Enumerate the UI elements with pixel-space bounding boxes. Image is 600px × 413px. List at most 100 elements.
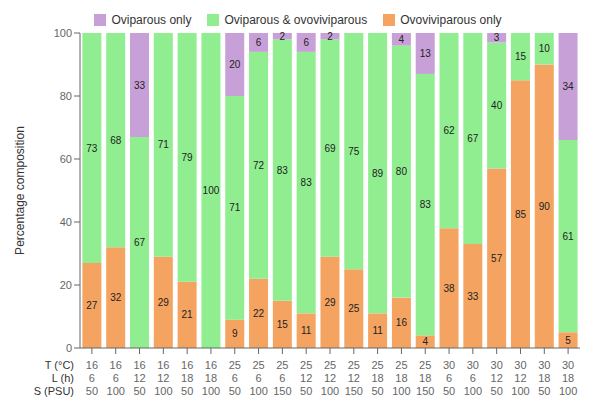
svg-text:83: 83: [277, 165, 289, 176]
svg-text:150: 150: [416, 385, 434, 397]
svg-text:9: 9: [232, 328, 238, 339]
svg-text:6: 6: [89, 372, 95, 384]
svg-text:33: 33: [134, 80, 146, 91]
svg-text:6: 6: [446, 372, 452, 384]
svg-text:12: 12: [133, 372, 145, 384]
svg-text:30: 30: [491, 359, 503, 371]
svg-text:60: 60: [60, 153, 72, 165]
svg-text:25: 25: [324, 359, 336, 371]
svg-text:6: 6: [279, 372, 285, 384]
svg-text:71: 71: [158, 139, 170, 150]
svg-text:50: 50: [443, 385, 455, 397]
svg-text:25: 25: [395, 359, 407, 371]
svg-text:0: 0: [66, 342, 72, 354]
svg-text:50: 50: [133, 385, 145, 397]
svg-text:90: 90: [539, 201, 551, 212]
svg-text:100: 100: [202, 385, 220, 397]
svg-text:100: 100: [249, 385, 267, 397]
svg-text:25: 25: [276, 359, 288, 371]
svg-text:T (°C): T (°C): [45, 359, 74, 371]
svg-text:18: 18: [181, 372, 193, 384]
svg-text:12: 12: [348, 372, 360, 384]
svg-text:50: 50: [181, 385, 193, 397]
svg-text:32: 32: [110, 292, 122, 303]
svg-text:67: 67: [134, 237, 146, 248]
svg-text:6: 6: [470, 372, 476, 384]
svg-text:25: 25: [419, 359, 431, 371]
svg-text:25: 25: [300, 359, 312, 371]
svg-text:2: 2: [280, 31, 286, 42]
svg-text:100: 100: [464, 385, 482, 397]
svg-text:12: 12: [491, 372, 503, 384]
svg-text:67: 67: [467, 133, 479, 144]
svg-text:25: 25: [348, 359, 360, 371]
svg-text:4: 4: [422, 336, 428, 347]
svg-text:30: 30: [562, 359, 574, 371]
svg-text:100: 100: [321, 385, 339, 397]
svg-text:20: 20: [229, 59, 241, 70]
svg-text:22: 22: [253, 308, 265, 319]
svg-text:25: 25: [252, 359, 264, 371]
svg-text:12: 12: [324, 372, 336, 384]
svg-text:25: 25: [371, 359, 383, 371]
svg-text:34: 34: [563, 81, 575, 92]
svg-text:16: 16: [205, 359, 217, 371]
svg-text:30: 30: [467, 359, 479, 371]
svg-text:75: 75: [348, 146, 360, 157]
svg-text:50: 50: [86, 385, 98, 397]
svg-text:50: 50: [300, 385, 312, 397]
svg-text:5: 5: [565, 335, 571, 346]
svg-text:38: 38: [443, 283, 455, 294]
svg-text:25: 25: [348, 303, 360, 314]
svg-text:18: 18: [371, 372, 383, 384]
svg-text:50: 50: [371, 385, 383, 397]
svg-text:25: 25: [229, 359, 241, 371]
svg-text:18: 18: [538, 372, 550, 384]
svg-text:16: 16: [181, 359, 193, 371]
svg-text:6: 6: [256, 37, 262, 48]
svg-text:100: 100: [559, 385, 577, 397]
svg-text:150: 150: [345, 385, 363, 397]
svg-text:12: 12: [300, 372, 312, 384]
svg-text:61: 61: [563, 231, 575, 242]
svg-text:100: 100: [203, 185, 220, 196]
svg-text:15: 15: [277, 319, 289, 330]
svg-text:100: 100: [392, 385, 410, 397]
svg-text:150: 150: [273, 385, 291, 397]
svg-text:40: 40: [491, 100, 503, 111]
svg-text:30: 30: [538, 359, 550, 371]
svg-text:2: 2: [327, 31, 333, 42]
svg-text:85: 85: [515, 209, 527, 220]
svg-text:15: 15: [515, 51, 527, 62]
svg-text:18: 18: [562, 372, 574, 384]
svg-text:6: 6: [113, 372, 119, 384]
svg-text:50: 50: [491, 385, 503, 397]
svg-text:3: 3: [494, 32, 500, 43]
svg-text:73: 73: [86, 143, 98, 154]
svg-text:16: 16: [86, 359, 98, 371]
svg-text:18: 18: [205, 372, 217, 384]
svg-text:83: 83: [420, 199, 432, 210]
svg-text:100: 100: [511, 385, 529, 397]
svg-text:12: 12: [514, 372, 526, 384]
svg-text:50: 50: [229, 385, 241, 397]
svg-text:40: 40: [60, 216, 72, 228]
svg-text:100: 100: [107, 385, 125, 397]
svg-text:18: 18: [395, 372, 407, 384]
svg-text:71: 71: [229, 202, 241, 213]
svg-text:57: 57: [491, 253, 503, 264]
svg-text:6: 6: [256, 372, 262, 384]
svg-text:6: 6: [303, 37, 309, 48]
svg-text:Percentage composition: Percentage composition: [13, 126, 27, 255]
svg-text:18: 18: [419, 372, 431, 384]
svg-text:72: 72: [253, 160, 265, 171]
svg-text:80: 80: [60, 90, 72, 102]
svg-text:27: 27: [86, 300, 98, 311]
svg-text:16: 16: [110, 359, 122, 371]
svg-text:12: 12: [157, 372, 169, 384]
svg-text:16: 16: [396, 317, 408, 328]
svg-text:4: 4: [399, 34, 405, 45]
svg-text:11: 11: [301, 325, 312, 336]
svg-text:100: 100: [54, 27, 72, 39]
svg-text:16: 16: [133, 359, 145, 371]
